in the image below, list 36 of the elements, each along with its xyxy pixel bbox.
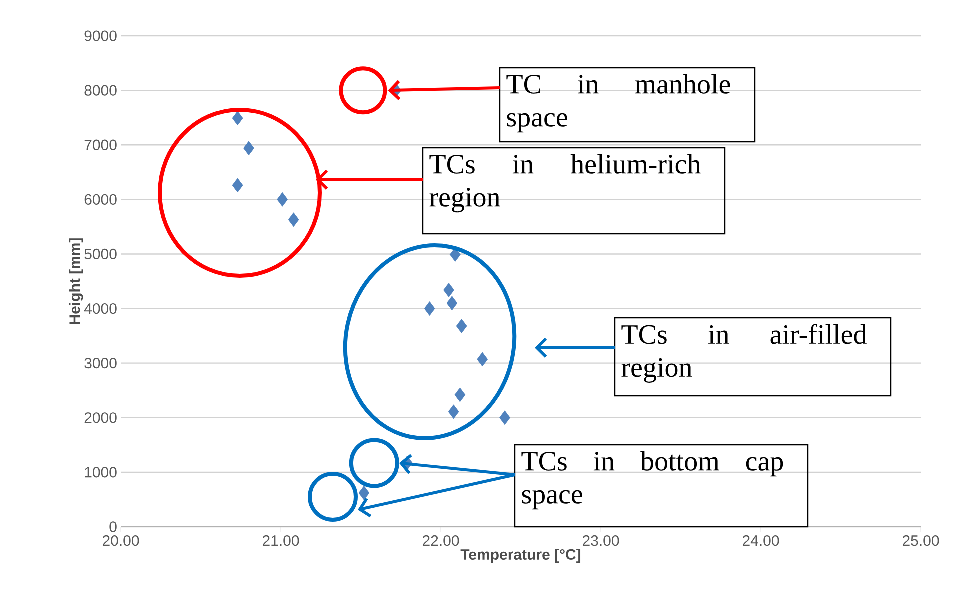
y-tick-label: 9000	[84, 30, 117, 42]
point	[500, 410, 510, 426]
point	[232, 178, 244, 193]
y-axis-title: Height [mm]	[69, 238, 84, 324]
y-tick-label: 1000	[85, 467, 117, 478]
point	[446, 296, 458, 311]
annotation: TCs in bottom cap space	[522, 451, 784, 510]
annotation: TCs in helium-rich region	[430, 154, 701, 213]
point	[424, 302, 436, 316]
x-tick-label: 20.00	[102, 536, 140, 546]
y-tick-label: 4000	[84, 303, 117, 314]
y-tick-label: 7000	[84, 140, 117, 150]
annotation: TCs in air-filled region	[622, 324, 867, 383]
x-tick-label: 21.00	[262, 536, 300, 546]
y-tick-label: 8000	[84, 85, 117, 96]
x-tick-label: 24.00	[742, 536, 780, 546]
point	[444, 283, 454, 298]
point	[244, 141, 254, 156]
y-tick-label: 3000	[84, 358, 117, 369]
annotation: TC in manhole space	[506, 74, 730, 133]
y-tick-label: 0	[110, 522, 117, 532]
point	[232, 111, 244, 126]
point	[288, 212, 300, 228]
x-tick-label: 25.00	[902, 536, 940, 546]
x-tick-label: 22.00	[422, 536, 460, 546]
x-axis-title: Temperature [°C]	[460, 549, 581, 563]
point	[358, 486, 370, 500]
point	[448, 404, 460, 420]
y-tick-label: 6000	[84, 194, 117, 205]
y-tick-label: 5000	[84, 248, 117, 260]
point	[277, 192, 288, 207]
point	[454, 388, 466, 402]
point	[456, 319, 468, 334]
y-tick-label: 2000	[84, 412, 117, 424]
point	[477, 352, 488, 367]
x-tick-label: 23.00	[582, 536, 620, 546]
